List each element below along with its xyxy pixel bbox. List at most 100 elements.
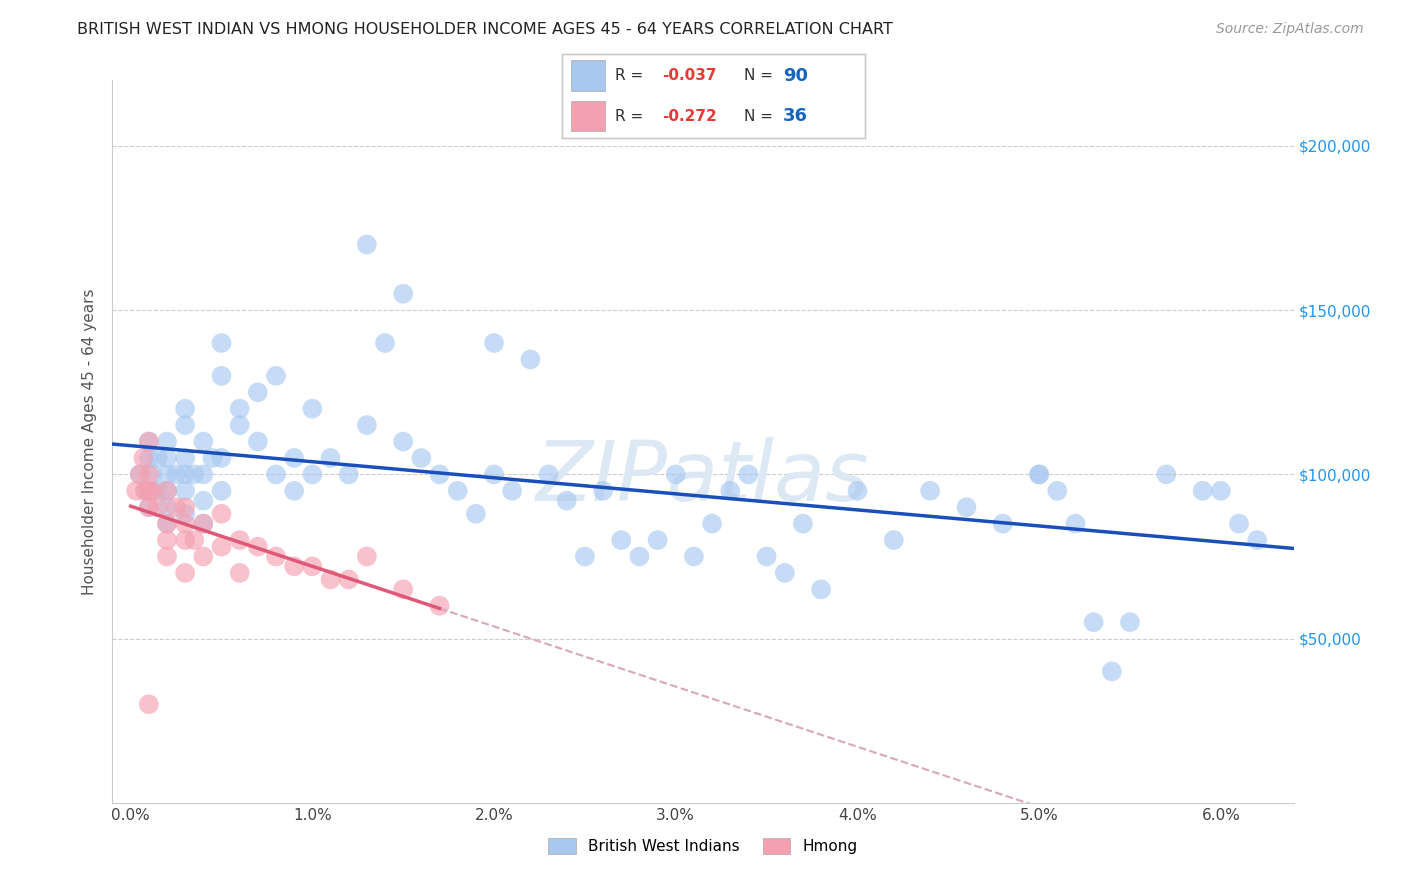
Point xyxy=(301,559,323,574)
Point xyxy=(356,549,378,564)
Point xyxy=(301,401,323,416)
Text: R =: R = xyxy=(616,68,648,83)
Point xyxy=(356,418,378,433)
Point xyxy=(211,336,233,351)
Point xyxy=(146,450,169,465)
Point xyxy=(283,450,305,465)
Point xyxy=(429,599,451,613)
Point xyxy=(174,483,197,498)
Point xyxy=(193,516,215,531)
Point xyxy=(1101,665,1123,679)
Point xyxy=(228,418,250,433)
Point xyxy=(411,450,433,465)
Point xyxy=(156,516,179,531)
Point xyxy=(1227,516,1250,531)
Point xyxy=(156,467,179,482)
Point xyxy=(1191,483,1213,498)
Legend: British West Indians, Hmong: British West Indians, Hmong xyxy=(543,832,863,860)
Point xyxy=(156,533,179,547)
Point xyxy=(592,483,614,498)
Point xyxy=(193,549,215,564)
Point xyxy=(610,533,633,547)
Point xyxy=(683,549,706,564)
Point xyxy=(138,698,160,712)
Point xyxy=(246,434,269,449)
Point xyxy=(174,566,197,580)
Point xyxy=(1209,483,1232,498)
Text: ZIPatlas: ZIPatlas xyxy=(536,437,870,518)
Point xyxy=(991,516,1014,531)
Point xyxy=(138,500,160,515)
Point xyxy=(138,467,160,482)
Point xyxy=(737,467,759,482)
Point xyxy=(146,500,169,515)
Point xyxy=(718,483,741,498)
Point xyxy=(755,549,778,564)
Point xyxy=(156,434,179,449)
Point xyxy=(138,500,160,515)
Point xyxy=(337,573,360,587)
Point xyxy=(1119,615,1142,630)
Text: 36: 36 xyxy=(783,107,808,125)
Bar xyxy=(571,61,605,91)
Point xyxy=(337,467,360,482)
Point xyxy=(128,467,150,482)
Point xyxy=(156,483,179,498)
Point xyxy=(1064,516,1087,531)
Point xyxy=(174,533,197,547)
Point xyxy=(211,507,233,521)
Point xyxy=(156,516,179,531)
Point xyxy=(156,450,179,465)
Point xyxy=(773,566,796,580)
Point xyxy=(501,483,523,498)
Point xyxy=(464,507,486,521)
Point xyxy=(174,500,197,515)
Point xyxy=(1046,483,1069,498)
Point xyxy=(193,493,215,508)
Point xyxy=(138,483,160,498)
Point xyxy=(1083,615,1105,630)
Point xyxy=(392,582,415,597)
Text: R =: R = xyxy=(616,109,648,124)
Point xyxy=(128,467,150,482)
Point xyxy=(700,516,723,531)
Point xyxy=(283,483,305,498)
Point xyxy=(955,500,977,515)
Point xyxy=(628,549,651,564)
Point xyxy=(174,418,197,433)
Text: N =: N = xyxy=(744,109,778,124)
Point xyxy=(283,559,305,574)
Point xyxy=(537,467,560,482)
Point xyxy=(246,385,269,400)
Point xyxy=(134,483,156,498)
Point xyxy=(574,549,596,564)
Point xyxy=(264,549,287,564)
Point xyxy=(246,540,269,554)
Point xyxy=(138,434,160,449)
Point xyxy=(429,467,451,482)
Point xyxy=(193,467,215,482)
Point xyxy=(1156,467,1178,482)
Point xyxy=(374,336,396,351)
Point xyxy=(211,450,233,465)
Point xyxy=(165,467,187,482)
Point xyxy=(482,467,505,482)
Point xyxy=(264,467,287,482)
Point xyxy=(183,533,205,547)
Point xyxy=(555,493,578,508)
Point xyxy=(138,434,160,449)
Point xyxy=(319,573,342,587)
Point xyxy=(228,566,250,580)
Point xyxy=(201,450,224,465)
Point xyxy=(228,533,250,547)
Text: 90: 90 xyxy=(783,67,808,85)
Point xyxy=(356,237,378,252)
Point xyxy=(156,549,179,564)
Point xyxy=(165,500,187,515)
Point xyxy=(174,516,197,531)
Point xyxy=(810,582,832,597)
Text: N =: N = xyxy=(744,68,778,83)
Text: -0.037: -0.037 xyxy=(662,68,717,83)
Point xyxy=(211,368,233,383)
Point xyxy=(519,352,541,367)
